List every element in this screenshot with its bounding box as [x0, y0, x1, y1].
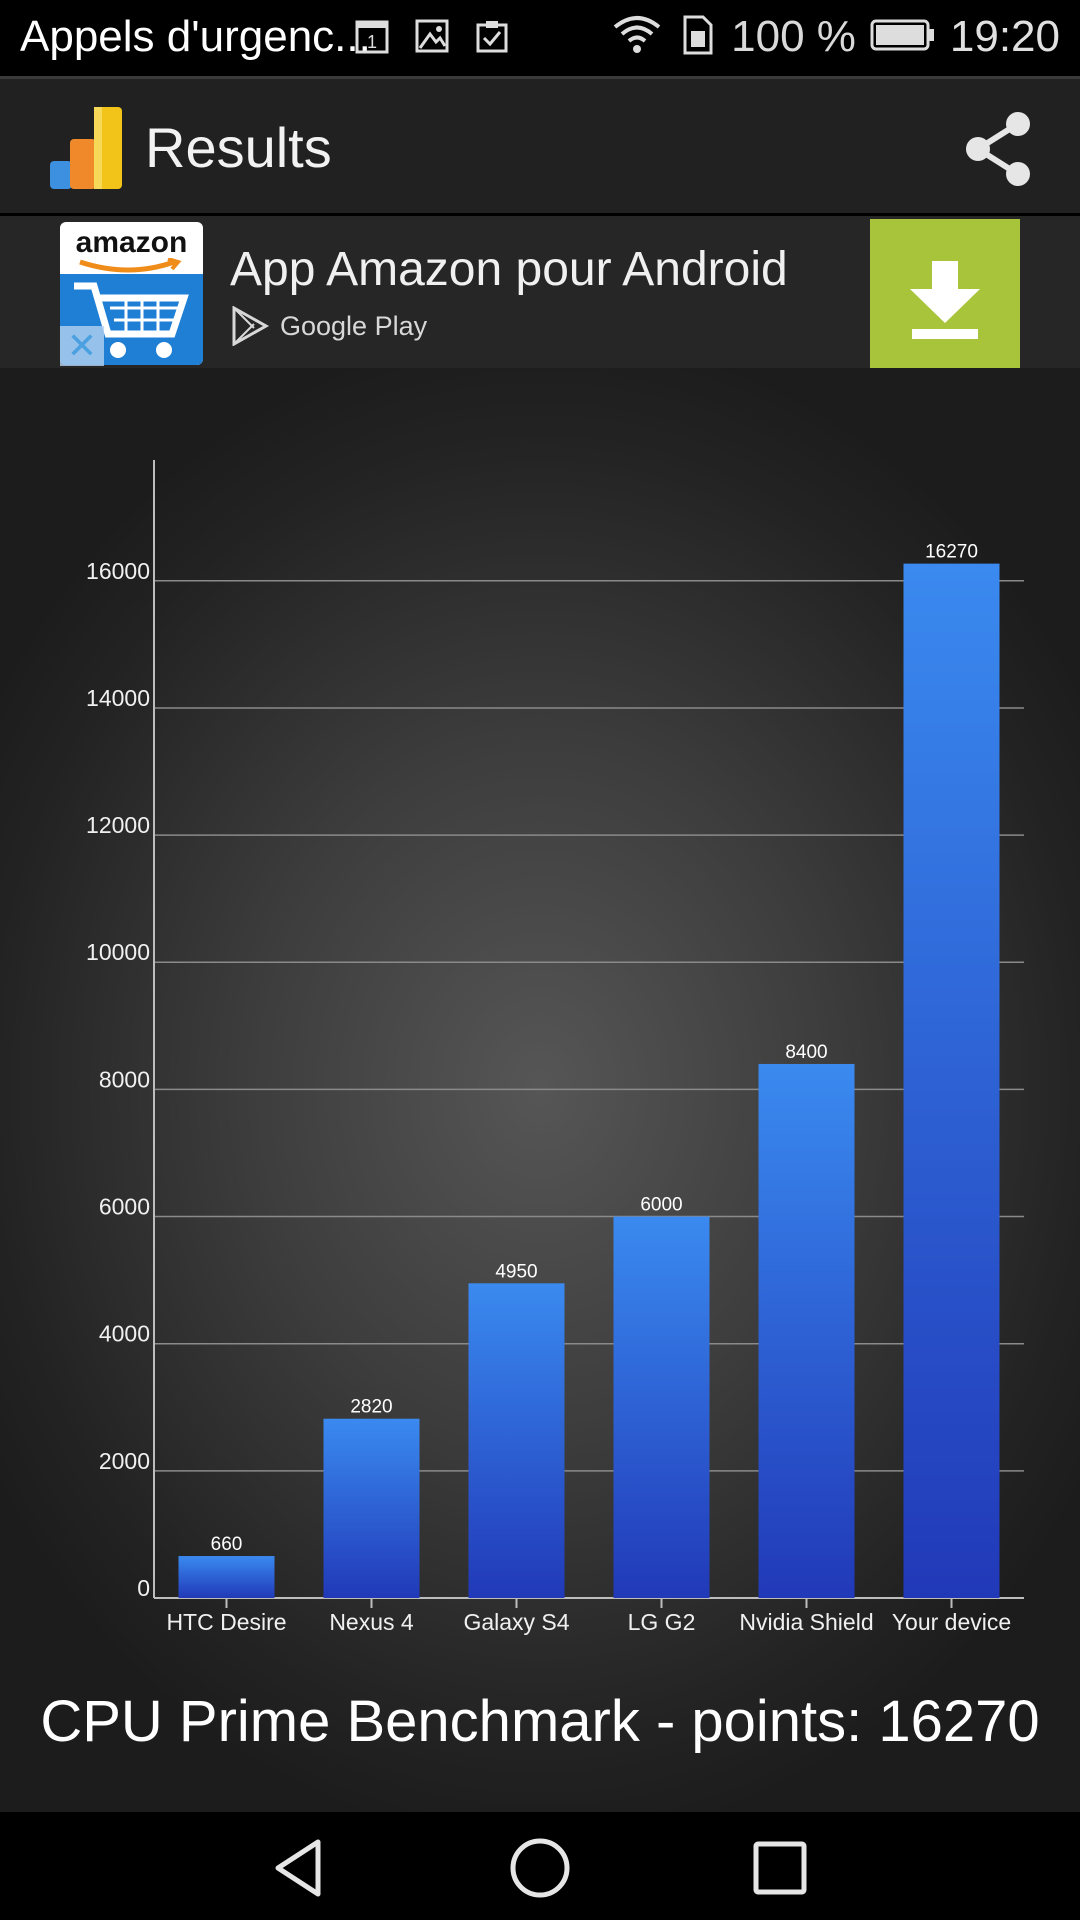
bar-chart-app-icon: [48, 103, 128, 193]
bar-value-label: 16270: [925, 542, 978, 563]
result-text: CPU Prime Benchmark - points: 16270: [40, 1689, 1040, 1754]
benchmark-bar-chart: 0 2000 4000 6000 8000 10000 12000 14000 16000 660…: [86, 460, 1024, 1635]
status-divider: [0, 76, 1080, 79]
home-icon[interactable]: [508, 1836, 572, 1900]
amazon-logo-text: amazon: [75, 226, 188, 259]
bar: [178, 1556, 275, 1598]
bar-value-label: 6000: [640, 1195, 682, 1216]
bar-value-label: 2820: [350, 1397, 392, 1418]
svg-text:1: 1: [367, 32, 377, 52]
y-tick-label: 10000: [86, 939, 150, 965]
google-play-icon: [232, 306, 270, 346]
y-tick-label: 2000: [99, 1448, 150, 1474]
bar: [323, 1418, 420, 1598]
y-tick-label: 12000: [86, 812, 150, 838]
y-tick-label: 8000: [99, 1066, 150, 1092]
x-tick-label: LG G2: [628, 1609, 696, 1635]
close-icon[interactable]: ✕: [60, 326, 104, 366]
store-badge: Google Play: [230, 306, 427, 346]
store-label: Google Play: [280, 310, 428, 341]
clipboard-check-icon: [472, 16, 512, 56]
y-tick-label: 0: [137, 1575, 150, 1601]
share-icon[interactable]: [958, 109, 1038, 189]
bar-value-label: 8400: [785, 1042, 827, 1063]
download-button[interactable]: [870, 219, 1020, 368]
sim-icon: [677, 13, 717, 62]
x-tick-label: Nvidia Shield: [739, 1609, 873, 1635]
x-tick-label: Galaxy S4: [463, 1609, 569, 1635]
smile-icon: [79, 258, 182, 273]
clock: 19:20: [949, 12, 1060, 61]
image-icon: [412, 16, 452, 56]
notification-icons: 1: [352, 16, 512, 60]
ad-headline: App Amazon pour Android: [230, 243, 788, 296]
amazon-logo: amazon: [60, 222, 203, 365]
status-right: 100 % 19:20: [611, 12, 1060, 62]
wifi-icon: [611, 13, 663, 62]
navigation-bar: [0, 1812, 1080, 1920]
chart-area: 0 2000 4000 6000 8000 10000 12000 14000 16000 660…: [0, 368, 1080, 1812]
x-tick-label: Your device: [892, 1609, 1011, 1635]
x-tick-label: HTC Desire: [166, 1609, 286, 1635]
bar-value-label: 4950: [495, 1261, 537, 1282]
bar-value-label: 660: [211, 1534, 243, 1555]
notification-title: Appels d'urgenc...: [20, 12, 371, 61]
bar: [758, 1063, 855, 1598]
bar: [903, 563, 1000, 1598]
y-tick-label: 16000: [86, 558, 150, 584]
ad-banner[interactable]: amazon ✕ App Amazon pour Android: [0, 216, 1080, 368]
cart-icon: [74, 282, 189, 358]
x-tick-label: Nexus 4: [329, 1609, 414, 1635]
action-bar: Results: [0, 79, 1080, 213]
download-icon: [910, 261, 980, 339]
status-bar: Appels d'urgenc... 1 100 % 19:20: [0, 0, 1080, 76]
back-icon[interactable]: [268, 1836, 332, 1900]
y-tick-label: 4000: [99, 1321, 150, 1347]
battery-icon: [870, 17, 936, 58]
bar: [613, 1216, 710, 1598]
y-tick-label: 14000: [86, 685, 150, 711]
y-tick-label: 6000: [99, 1194, 150, 1220]
recents-icon[interactable]: [748, 1836, 812, 1900]
page-title: Results: [145, 116, 332, 179]
battery-percent: 100 %: [731, 12, 856, 61]
calendar-icon: 1: [352, 16, 392, 56]
bar: [468, 1283, 565, 1598]
